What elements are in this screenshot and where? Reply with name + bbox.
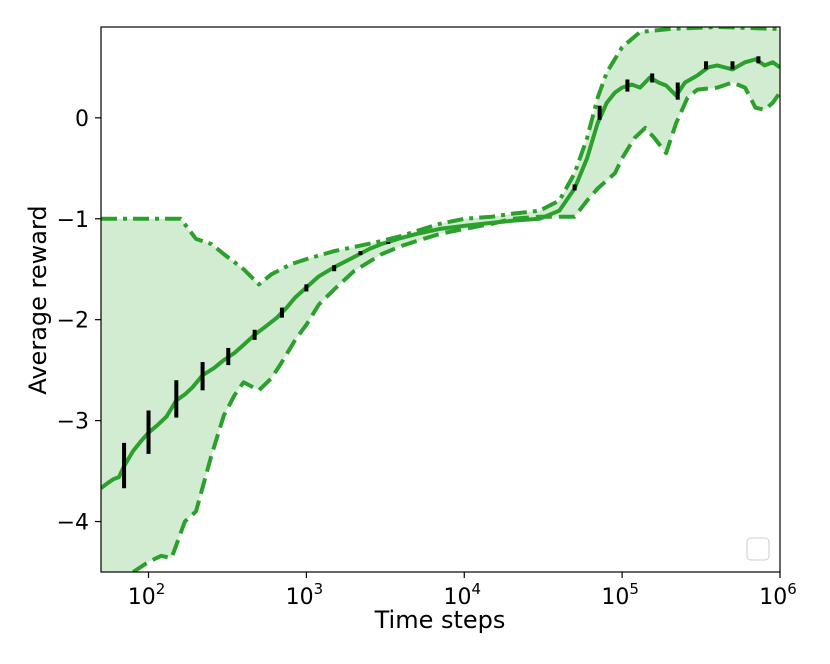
legend-box [746, 537, 770, 561]
y-axis-label: Average reward [24, 205, 52, 394]
y-tick-label: 0 [75, 107, 89, 132]
confidence-band [101, 27, 780, 572]
x-tick-label: 102 [128, 580, 166, 610]
series-line-dashed [132, 80, 780, 572]
y-tick-label: −1 [57, 208, 89, 233]
x-axis-label: Time steps [374, 606, 506, 634]
y-tick-label: −3 [57, 410, 89, 435]
y-tick-label: −4 [57, 511, 89, 536]
series-line-dashdot [101, 27, 780, 287]
x-tick-label: 104 [443, 580, 481, 610]
x-tick-label: 106 [759, 580, 797, 610]
x-tick-label: 103 [286, 580, 324, 610]
plot-frame [100, 26, 781, 573]
x-tick-label: 105 [601, 580, 639, 610]
y-tick-label: −2 [57, 309, 89, 334]
